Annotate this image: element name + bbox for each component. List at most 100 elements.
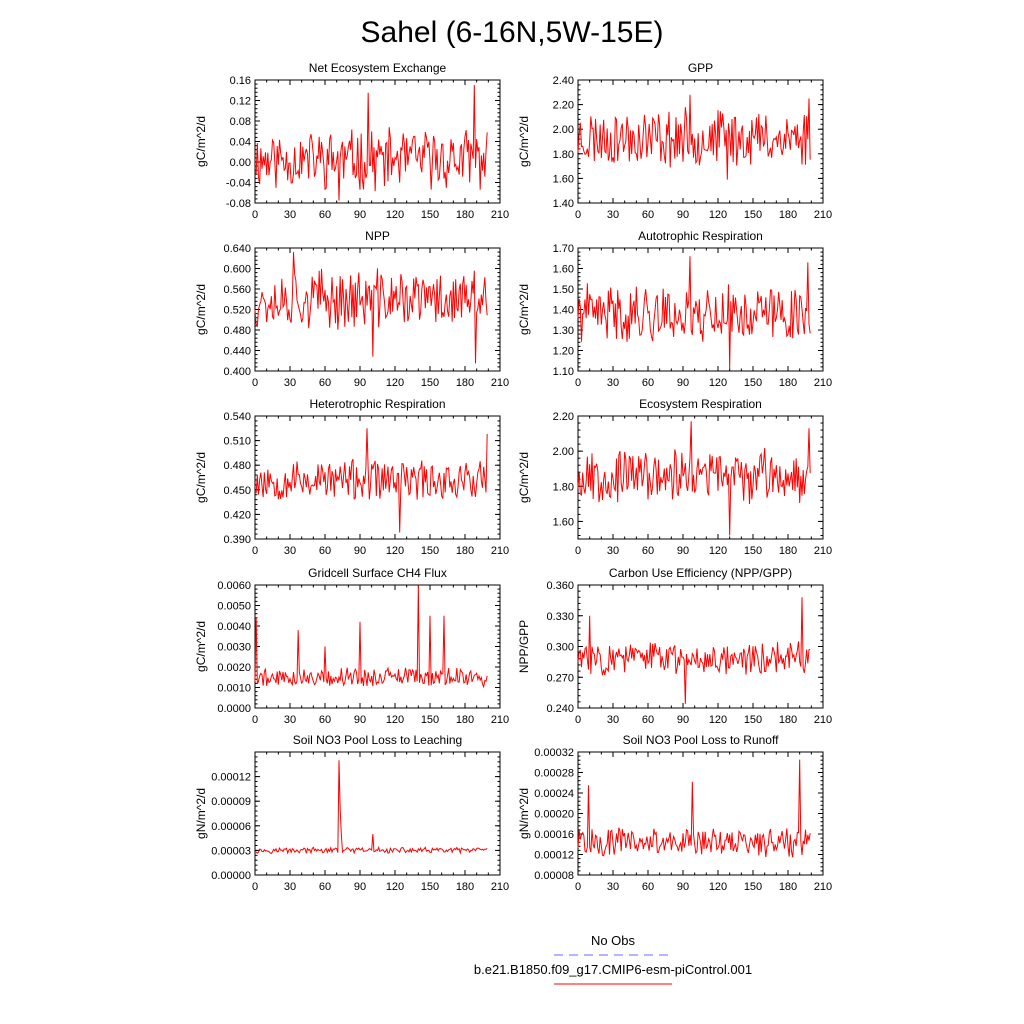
series-line xyxy=(577,94,811,180)
x-tick-label: 180 xyxy=(779,545,797,557)
x-tick-label: 30 xyxy=(607,545,619,557)
y-tick-label: 1.70 xyxy=(553,243,574,255)
y-tick-label: 1.30 xyxy=(553,325,574,337)
x-tick-label: 180 xyxy=(456,377,474,389)
y-tick-label: -0.08 xyxy=(226,198,251,210)
y-tick-label: 1.40 xyxy=(553,305,574,317)
y-tick-label: 0.520 xyxy=(223,305,251,317)
x-tick-label: 60 xyxy=(642,377,654,389)
y-tick-label: 0.440 xyxy=(223,346,251,358)
x-tick-label: 0 xyxy=(252,209,258,221)
x-tick-label: 30 xyxy=(284,881,296,893)
x-tick-label: 180 xyxy=(779,714,797,726)
x-tick-label: 180 xyxy=(779,881,797,893)
y-tick-label: 0.00009 xyxy=(211,796,251,808)
y-tick-label: 2.00 xyxy=(553,446,574,458)
y-axis-label: gC/m^2/d xyxy=(194,284,208,335)
y-tick-label: 0.240 xyxy=(546,703,574,715)
series-line xyxy=(577,421,811,536)
y-tick-label: 0.0050 xyxy=(217,601,251,613)
x-tick-label: 60 xyxy=(319,881,331,893)
y-tick-label: 0.00012 xyxy=(534,850,574,862)
x-tick-label: 150 xyxy=(421,545,439,557)
x-tick-label: 0 xyxy=(575,377,581,389)
y-tick-label: 0.00032 xyxy=(534,747,574,759)
y-tick-label: 0.640 xyxy=(223,243,251,255)
y-tick-label: 1.10 xyxy=(553,366,574,378)
y-tick-label: 0.00028 xyxy=(534,768,574,780)
x-tick-label: 90 xyxy=(354,881,366,893)
plot-frame xyxy=(254,415,501,540)
y-tick-label: 0.400 xyxy=(223,366,251,378)
x-tick-label: 180 xyxy=(456,714,474,726)
panel-0: Net Ecosystem Exchange gC/m^2/d 0 30 60 90 120… xyxy=(194,61,509,221)
y-tick-label: 0.300 xyxy=(546,642,574,654)
legend-label-model: b.e21.B1850.f09_g17.CMIP6-esm-piControl.… xyxy=(474,962,752,977)
panel-title: Carbon Use Efficiency (NPP/GPP) xyxy=(609,566,792,580)
panel-title: Autotrophic Respiration xyxy=(638,229,763,243)
x-tick-label: 150 xyxy=(744,881,762,893)
x-tick-label: 60 xyxy=(642,881,654,893)
y-axis-label: gN/m^2/d xyxy=(517,788,531,839)
x-tick-label: 90 xyxy=(354,714,366,726)
plot-frame xyxy=(254,79,501,204)
y-tick-label: 0.600 xyxy=(223,264,251,276)
x-tick-label: 210 xyxy=(814,209,832,221)
x-tick-label: 180 xyxy=(456,545,474,557)
y-tick-label: 1.50 xyxy=(553,284,574,296)
x-tick-label: 0 xyxy=(575,881,581,893)
panel-title: Soil NO3 Pool Loss to Leaching xyxy=(293,733,462,747)
x-tick-label: 120 xyxy=(386,209,404,221)
panel-1: GPP gC/m^2/d 0 30 60 90 120 150 180 210 1.40 1.60 1.… xyxy=(517,61,832,221)
x-tick-label: 180 xyxy=(779,209,797,221)
plot-frame xyxy=(577,751,824,876)
y-tick-label: 0.00000 xyxy=(211,870,251,882)
panel-title: Net Ecosystem Exchange xyxy=(309,61,447,75)
series-line xyxy=(577,759,811,858)
y-axis-label: gN/m^2/d xyxy=(194,788,208,839)
y-tick-label: 0.0060 xyxy=(217,580,251,592)
x-tick-label: 0 xyxy=(575,714,581,726)
panel-2: NPP gC/m^2/d 0 30 60 90 120 150 180 210 0.400 0.440… xyxy=(194,229,509,389)
y-tick-label: 0.00020 xyxy=(534,809,574,821)
x-tick-label: 60 xyxy=(319,714,331,726)
y-tick-label: 1.20 xyxy=(553,346,574,358)
y-tick-label: 1.80 xyxy=(553,149,574,161)
x-tick-label: 120 xyxy=(709,209,727,221)
y-tick-label: 0.330 xyxy=(546,611,574,623)
y-tick-label: 0.270 xyxy=(546,672,574,684)
series-line xyxy=(577,597,811,704)
y-tick-label: 0.08 xyxy=(230,116,251,128)
x-tick-label: 60 xyxy=(319,545,331,557)
x-tick-label: 90 xyxy=(677,714,689,726)
x-tick-label: 150 xyxy=(421,881,439,893)
x-tick-label: 30 xyxy=(607,209,619,221)
x-tick-label: 90 xyxy=(354,209,366,221)
y-tick-label: 0.12 xyxy=(230,96,251,108)
panel-title: Heterotrophic Respiration xyxy=(309,397,445,411)
x-tick-label: 0 xyxy=(252,881,258,893)
y-tick-label: 0.00012 xyxy=(211,772,251,784)
series-line xyxy=(254,428,488,533)
y-axis-label: gC/m^2/d xyxy=(194,116,208,167)
y-tick-label: 0.390 xyxy=(223,534,251,546)
x-tick-label: 210 xyxy=(491,881,509,893)
plot-frame xyxy=(254,751,501,876)
panel-6: Gridcell Surface CH4 Flux gC/m^2/d 0 30 60 90… xyxy=(194,566,509,726)
x-tick-label: 120 xyxy=(386,545,404,557)
x-tick-label: 30 xyxy=(284,714,296,726)
series-line xyxy=(254,584,488,689)
series-line xyxy=(577,256,811,369)
x-tick-label: 0 xyxy=(575,209,581,221)
plot-frame xyxy=(254,584,501,709)
x-tick-label: 150 xyxy=(744,714,762,726)
y-tick-label: 0.0020 xyxy=(217,662,251,674)
x-tick-label: 120 xyxy=(709,881,727,893)
y-tick-label: 0.00 xyxy=(230,157,251,169)
y-tick-label: 0.560 xyxy=(223,284,251,296)
legend-label-obs: No Obs xyxy=(591,933,636,948)
y-tick-label: 2.20 xyxy=(553,100,574,112)
x-tick-label: 210 xyxy=(491,377,509,389)
y-tick-label: 0.0000 xyxy=(217,703,251,715)
x-tick-label: 150 xyxy=(744,209,762,221)
